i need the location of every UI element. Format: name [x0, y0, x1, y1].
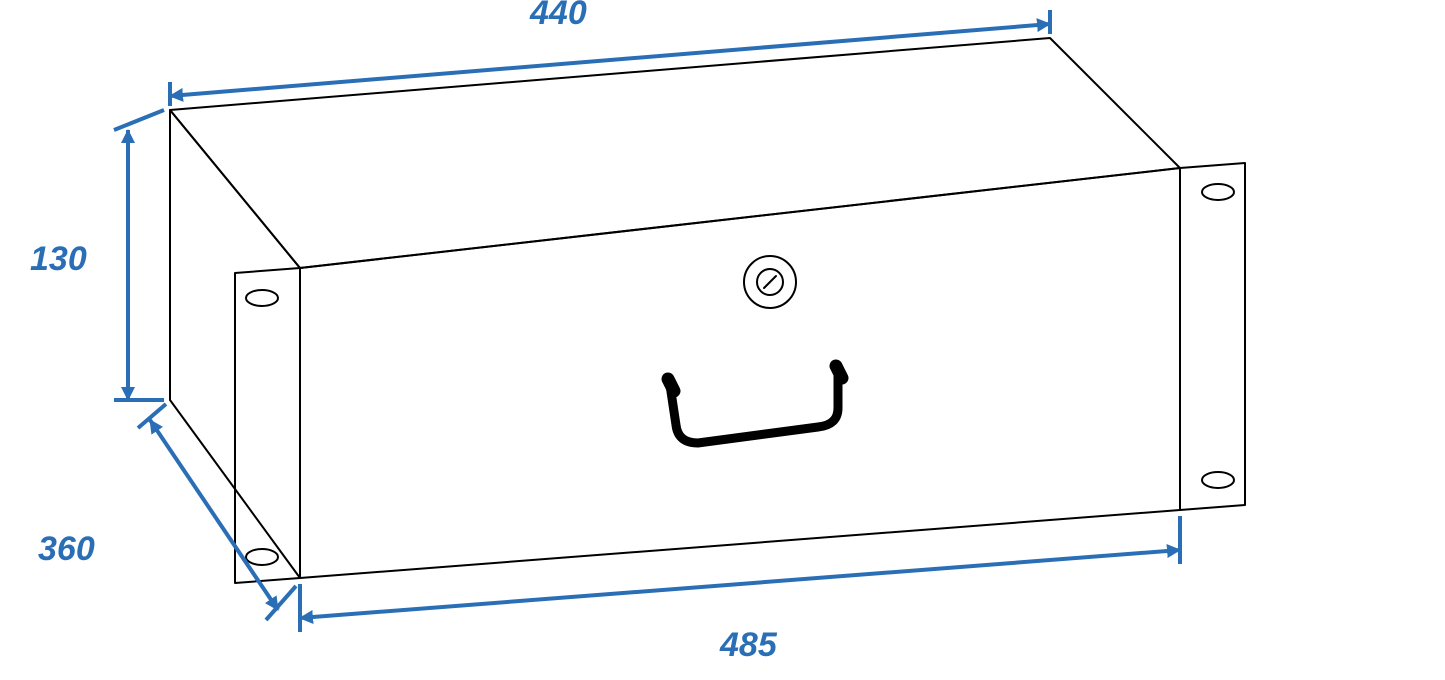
- dimension-label-top_width: 440: [529, 0, 587, 32]
- mounting-slot: [246, 290, 278, 306]
- dimension-label-height: 130: [30, 240, 87, 278]
- rack-drawer-outline: [170, 38, 1245, 583]
- mounting-slot: [246, 549, 278, 565]
- lock-icon: [744, 256, 796, 308]
- dimensions-group: [114, 10, 1180, 632]
- mounting-slot: [1202, 184, 1234, 200]
- dimension-label-front_width: 485: [719, 626, 778, 664]
- drawer-handle: [668, 366, 842, 443]
- dimension-label-depth: 360: [38, 530, 95, 568]
- mounting-slot: [1202, 472, 1234, 488]
